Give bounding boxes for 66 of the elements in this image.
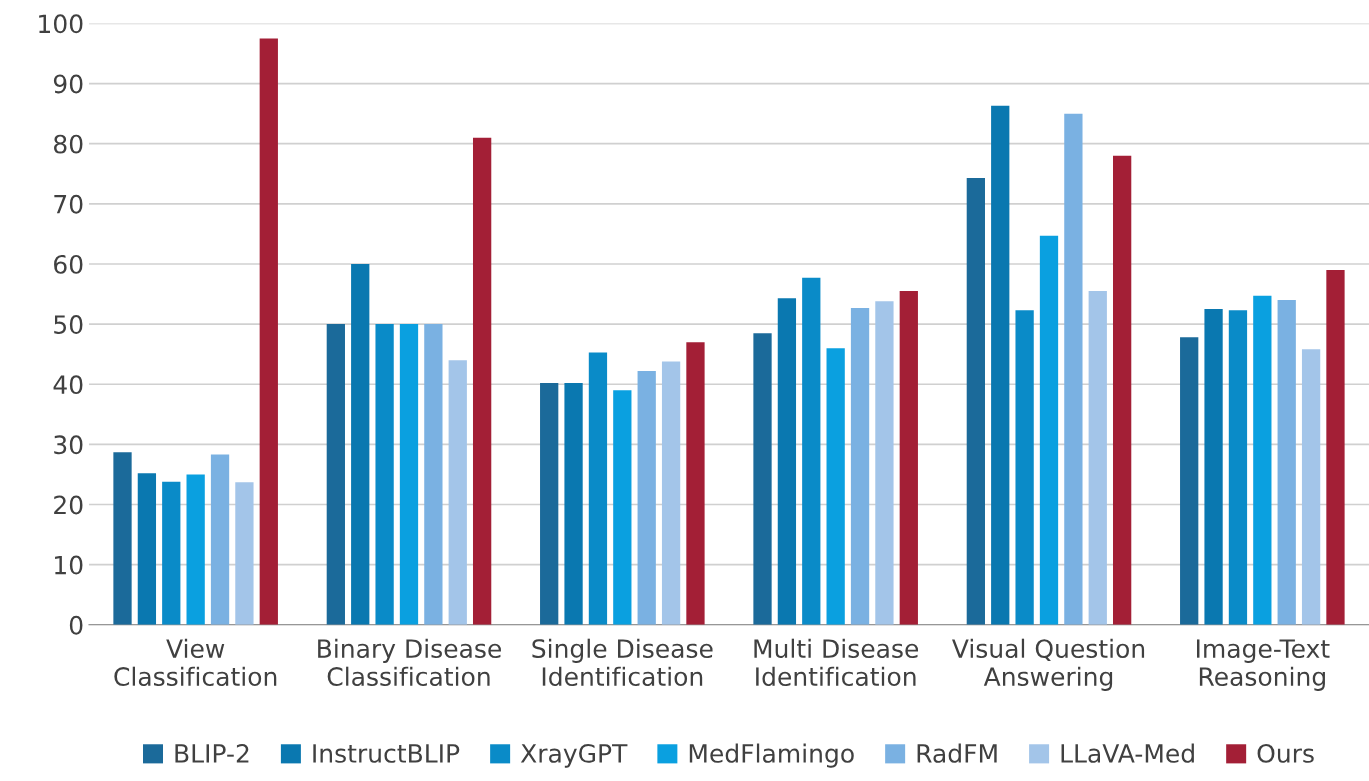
bar [375, 324, 394, 625]
bar [1088, 291, 1107, 625]
x-tick-label: Image-Text Reasoning [1196, 639, 1330, 691]
y-tick-label: 60 [54, 254, 83, 274]
y-tick-label: 20 [54, 495, 83, 515]
bar [1064, 113, 1083, 625]
bar [875, 301, 894, 625]
bar [588, 352, 608, 625]
legend-label: BLIP-2 [175, 743, 249, 763]
bar [351, 263, 370, 625]
legend-label: XrayGPT [520, 743, 628, 768]
bar [210, 454, 230, 625]
bar [1204, 309, 1223, 625]
legend-label: Ours [1257, 743, 1314, 763]
bar [777, 298, 797, 625]
bar [1277, 300, 1296, 625]
x-tick-label: View Classification [114, 638, 277, 687]
bar [399, 324, 419, 625]
bar [1253, 295, 1272, 625]
y-tick-label: 100 [39, 14, 83, 34]
bar [137, 473, 157, 625]
bar [613, 390, 632, 625]
x-tick-label: Single Disease Identification [532, 638, 713, 687]
bar [540, 383, 559, 625]
bar [424, 324, 443, 625]
y-tick-label: 30 [54, 435, 83, 455]
y-tick-label: 90 [53, 74, 83, 94]
y-tick-label: 50 [54, 315, 83, 334]
bar [991, 105, 1010, 625]
bar [753, 333, 772, 625]
bar [802, 277, 821, 625]
bar [686, 342, 705, 625]
y-tick-label: 70 [54, 194, 83, 214]
bar [899, 291, 918, 625]
legend-label: LLaVA-Med [1061, 743, 1194, 763]
bar [564, 383, 583, 625]
bar [186, 474, 205, 625]
bar [966, 177, 985, 625]
bar [637, 371, 656, 625]
y-tick-label: 0 [69, 615, 83, 635]
bar [1326, 269, 1345, 625]
bar [235, 482, 254, 625]
y-tick-label: 40 [53, 375, 83, 395]
legend-label: MedFlamingo [689, 743, 854, 768]
legend-label: RadFM [917, 743, 997, 763]
y-tick-label: 10 [55, 555, 83, 575]
bar [259, 38, 278, 625]
bar [1039, 235, 1059, 625]
legend-label: InstructBLIP [313, 744, 460, 763]
bar [1015, 310, 1034, 625]
bar [326, 324, 345, 625]
bar [826, 348, 845, 625]
bar [1301, 349, 1321, 625]
y-tick-label: 80 [54, 134, 83, 154]
bar [661, 361, 681, 625]
bar [1228, 310, 1248, 625]
bar [162, 481, 181, 625]
bar [1113, 155, 1132, 625]
bar [448, 360, 467, 625]
bar [850, 307, 870, 625]
x-tick-label: Multi Disease Identification [754, 638, 919, 687]
bar [472, 137, 492, 625]
x-tick-label: Binary Disease Classification [318, 638, 501, 687]
x-tick-label: Visual Question Answering [952, 638, 1145, 691]
bar [1180, 337, 1199, 625]
bar [113, 452, 132, 625]
